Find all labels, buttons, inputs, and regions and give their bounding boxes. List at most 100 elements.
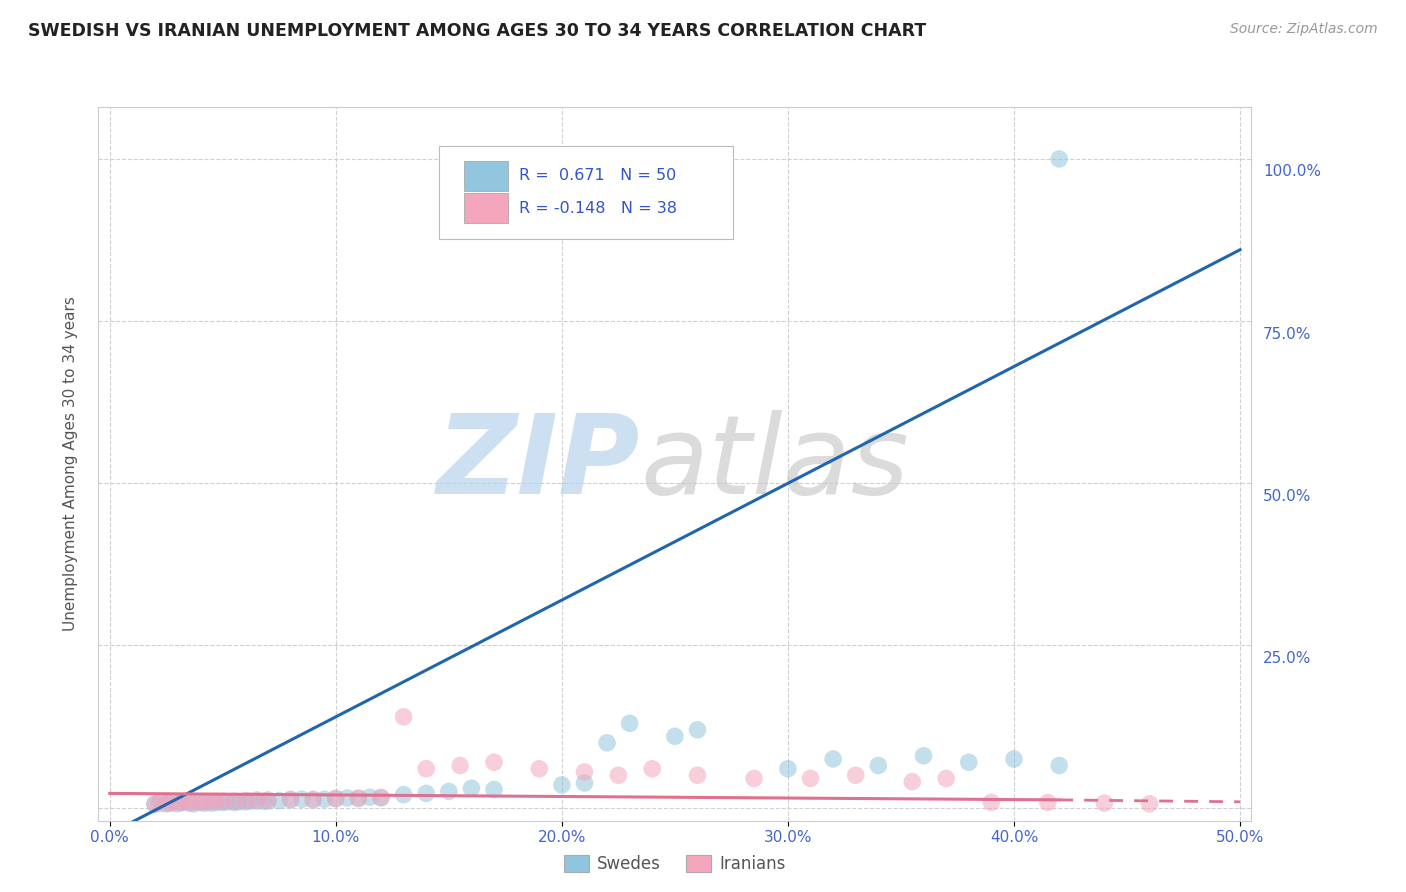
Point (1036, 796, 1059, 810)
Point (302, 792, 325, 806)
Point (449, 758, 471, 772)
Point (619, 716, 641, 731)
Legend: Swedes, Iranians: Swedes, Iranians (557, 848, 793, 880)
Point (191, 795, 214, 809)
Point (370, 790, 392, 805)
Point (957, 756, 980, 770)
Text: R = -0.148   N = 38: R = -0.148 N = 38 (519, 201, 678, 216)
Point (1139, 797, 1161, 811)
Point (205, 794, 228, 808)
Point (157, 796, 180, 810)
Point (211, 794, 233, 808)
Point (177, 796, 200, 810)
Point (1002, 752, 1025, 766)
Point (482, 756, 505, 770)
Point (222, 794, 245, 808)
Point (686, 723, 709, 737)
Point (177, 795, 200, 809)
Point (574, 776, 596, 790)
Point (912, 748, 935, 763)
Point (166, 797, 188, 811)
Point (437, 784, 460, 798)
Text: atlas: atlas (640, 410, 908, 517)
Point (257, 794, 280, 808)
Point (607, 768, 630, 782)
Point (868, 758, 890, 772)
FancyBboxPatch shape (464, 194, 508, 223)
Point (170, 796, 193, 810)
Point (194, 796, 217, 810)
Point (170, 796, 193, 810)
Point (799, 772, 821, 786)
Point (347, 791, 370, 805)
Text: Source: ZipAtlas.com: Source: ZipAtlas.com (1230, 22, 1378, 37)
Point (482, 782, 505, 797)
Point (183, 797, 205, 811)
Point (551, 778, 574, 792)
Point (641, 762, 664, 776)
Point (776, 762, 799, 776)
Point (742, 772, 765, 786)
Point (901, 774, 924, 789)
Point (1047, 758, 1070, 772)
FancyBboxPatch shape (464, 161, 508, 191)
Point (686, 768, 709, 782)
Point (269, 793, 291, 807)
Text: 25.0%: 25.0% (1263, 651, 1312, 666)
Point (415, 762, 437, 776)
Point (280, 793, 302, 807)
Point (239, 794, 262, 808)
Y-axis label: Unemployment Among Ages 30 to 34 years: Unemployment Among Ages 30 to 34 years (63, 296, 77, 632)
Point (184, 796, 207, 810)
Point (336, 791, 359, 805)
Point (246, 793, 269, 807)
Point (155, 797, 177, 811)
Text: 100.0%: 100.0% (1263, 164, 1320, 179)
Point (143, 797, 166, 811)
Point (574, 764, 596, 779)
Point (1092, 796, 1115, 810)
Point (325, 791, 347, 805)
Point (222, 796, 245, 810)
Point (235, 795, 257, 809)
Point (257, 793, 280, 807)
Text: 75.0%: 75.0% (1263, 326, 1312, 342)
Point (246, 794, 269, 808)
Point (143, 797, 166, 812)
Point (150, 796, 173, 810)
Point (1047, 152, 1070, 166)
Point (596, 736, 619, 750)
Point (529, 762, 551, 776)
Point (392, 788, 415, 802)
Point (159, 796, 181, 810)
Point (291, 792, 314, 806)
Point (314, 792, 336, 806)
Point (302, 793, 325, 807)
Text: ZIP: ZIP (437, 410, 640, 517)
Point (165, 796, 187, 810)
Point (664, 729, 686, 743)
Point (823, 752, 845, 766)
Point (205, 796, 228, 810)
Point (198, 795, 221, 809)
Point (235, 793, 257, 807)
Text: SWEDISH VS IRANIAN UNEMPLOYMENT AMONG AGES 30 TO 34 YEARS CORRELATION CHART: SWEDISH VS IRANIAN UNEMPLOYMENT AMONG AG… (28, 22, 927, 40)
Text: R =  0.671   N = 50: R = 0.671 N = 50 (519, 168, 676, 183)
Point (325, 791, 347, 805)
Point (211, 796, 233, 810)
Point (460, 781, 482, 796)
Point (148, 796, 170, 810)
Point (359, 790, 381, 805)
Point (347, 791, 370, 805)
Point (935, 772, 957, 786)
Point (392, 710, 415, 724)
Point (415, 786, 437, 800)
Point (217, 795, 239, 809)
FancyBboxPatch shape (439, 146, 733, 239)
Point (845, 768, 868, 782)
Point (280, 792, 302, 806)
Point (252, 794, 274, 808)
Point (188, 796, 211, 810)
Text: 50.0%: 50.0% (1263, 489, 1312, 504)
Point (228, 795, 250, 809)
